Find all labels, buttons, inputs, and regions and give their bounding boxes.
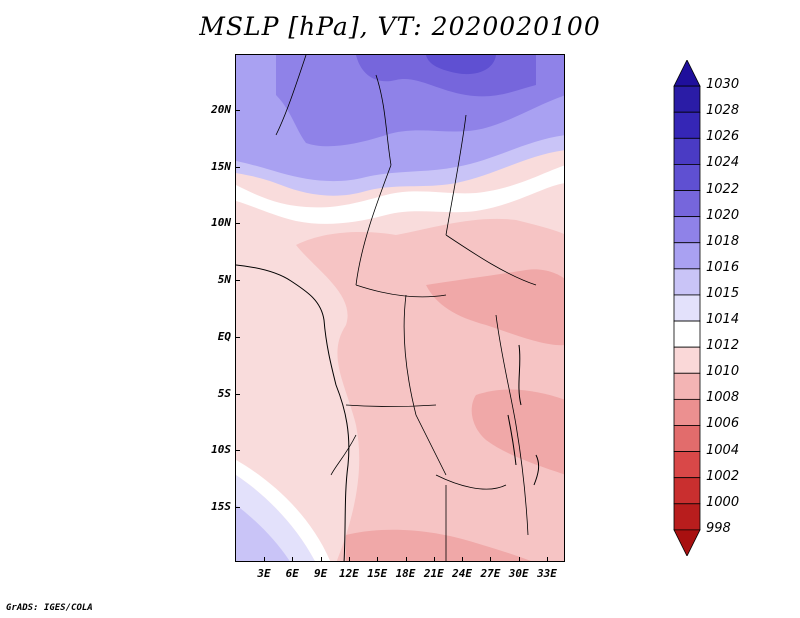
colorbar-label: 1030: [706, 77, 740, 93]
lon-label: 15E: [367, 567, 388, 580]
colorbar-segment: [673, 320, 701, 348]
colorbar-label: 1004: [706, 442, 740, 458]
colorbar-label: 1020: [706, 207, 740, 223]
colorbar-label: 1022: [706, 181, 740, 197]
lon-label: 21E: [423, 567, 444, 580]
lon-label: 3E: [257, 567, 271, 580]
colorbar-label: 1024: [706, 155, 740, 171]
lon-label: 27E: [480, 567, 501, 580]
grads-credit: GrADS: IGES/COLA: [6, 603, 93, 613]
lat-tick: [235, 393, 240, 395]
lake-outlines: [507, 344, 540, 486]
colorbar-segment: [673, 216, 701, 244]
colorbar-segment: [673, 59, 701, 87]
lon-tick: [264, 557, 265, 562]
colorbar-segment: [673, 164, 701, 191]
lat-tick: [235, 280, 240, 282]
colorbar-label: 1002: [706, 468, 740, 484]
colorbar-label: 1028: [706, 103, 740, 119]
colorbar-segment: [673, 294, 701, 322]
lat-tick: [235, 336, 240, 338]
colorbar-segment: [673, 242, 701, 270]
lon-tick: [518, 557, 520, 562]
lon-tick: [292, 557, 294, 562]
colorbar-segment: [673, 137, 701, 165]
country-borders: [275, 55, 537, 561]
coastline: [236, 264, 350, 561]
lon-label: 9E: [313, 567, 328, 580]
lat-label: EQ: [217, 329, 231, 343]
lon-label: 24E: [452, 567, 473, 580]
colorbar-segment: [673, 425, 701, 452]
lon-tick: [462, 557, 464, 562]
band-1014: [236, 165, 564, 224]
lat-label: 20N: [211, 103, 231, 116]
colorbar-label: 1006: [706, 416, 740, 432]
lat-tick: [235, 506, 240, 508]
lon-label: 33E: [537, 567, 557, 580]
colorbar-label: 1000: [706, 494, 740, 510]
colorbar-segment: [673, 477, 701, 505]
colorbar-label: 1008: [706, 390, 740, 406]
colorbar-segment: [673, 111, 701, 139]
lat-label: 5S: [217, 386, 231, 400]
lon-tick: [490, 557, 492, 562]
colorbar-segment: [673, 398, 701, 426]
lon-tick: [320, 557, 322, 562]
colorbar-segment: [673, 190, 701, 218]
colorbar-segment: [673, 529, 701, 557]
colorbar-graphic: [673, 59, 701, 557]
colorbar-segment: [673, 372, 701, 400]
colorbar-segment: [673, 268, 701, 296]
lon-tick: [547, 557, 548, 562]
lon-tick: [377, 557, 379, 562]
band-1014-sw: [236, 460, 331, 561]
lon-tick: [348, 557, 350, 562]
lon-label: 18E: [395, 567, 416, 580]
lon-label: 30E: [508, 567, 529, 580]
colorbar-label: 1014: [706, 312, 740, 328]
lat-tick: [235, 166, 240, 168]
colorbar-segment: [673, 503, 701, 531]
lat-label: 10S: [211, 443, 231, 457]
colorbar-label: 998: [706, 520, 731, 536]
chart-title: MSLP [hPa], VT: 2020020100: [199, 12, 601, 41]
lon-label: 6E: [285, 567, 299, 580]
pressure-field: [236, 55, 564, 561]
band-1024: [426, 55, 496, 75]
lon-tick: [433, 557, 435, 562]
lon-tick: [405, 557, 407, 562]
lat-label: 5N: [217, 273, 231, 287]
lon-label: 12E: [338, 567, 359, 580]
lat-label: 15S: [211, 499, 231, 513]
colorbar-segment: [673, 346, 701, 374]
colorbar-label: 1012: [706, 338, 740, 354]
colorbar-label: 1026: [706, 129, 740, 145]
band-1008-se: [471, 389, 564, 475]
lat-label: 10N: [211, 216, 231, 230]
colorbar: [673, 59, 701, 557]
band-1008-south: [346, 529, 531, 561]
colorbar-label: 1010: [706, 364, 740, 380]
colorbar-label: 1016: [706, 259, 740, 275]
band-1008-east: [426, 269, 564, 346]
colorbar-label: 1018: [706, 233, 740, 249]
lat-tick: [235, 110, 240, 111]
pressure-map: [235, 54, 565, 562]
lat-tick: [235, 450, 240, 452]
lat-label: 15N: [211, 159, 231, 173]
colorbar-label: 1015: [706, 285, 740, 301]
lat-tick: [235, 223, 240, 225]
colorbar-segment: [673, 85, 701, 113]
band-1016-sw: [236, 505, 290, 561]
colorbar-segment: [673, 451, 701, 479]
